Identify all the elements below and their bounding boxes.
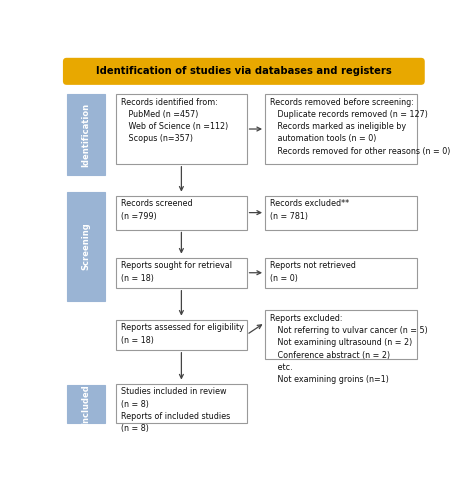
FancyBboxPatch shape — [265, 94, 418, 164]
FancyBboxPatch shape — [63, 58, 425, 85]
FancyBboxPatch shape — [66, 94, 105, 175]
FancyBboxPatch shape — [116, 384, 246, 423]
Text: Reports not retrieved
(n = 0): Reports not retrieved (n = 0) — [270, 262, 356, 283]
FancyBboxPatch shape — [265, 196, 418, 229]
Text: Records removed before screening:
   Duplicate records removed (n = 127)
   Reco: Records removed before screening: Duplic… — [270, 98, 450, 156]
FancyBboxPatch shape — [66, 192, 105, 301]
Text: Reports sought for retrieval
(n = 18): Reports sought for retrieval (n = 18) — [121, 262, 232, 283]
Text: Reports excluded:
   Not referring to vulvar cancer (n = 5)
   Not examining ult: Reports excluded: Not referring to vulva… — [270, 314, 428, 384]
Text: Reports assessed for eligibility
(n = 18): Reports assessed for eligibility (n = 18… — [121, 324, 244, 345]
FancyBboxPatch shape — [265, 310, 418, 359]
Text: Identification of studies via databases and registers: Identification of studies via databases … — [96, 66, 392, 76]
FancyBboxPatch shape — [116, 196, 246, 229]
Text: Screening: Screening — [82, 223, 91, 270]
Text: Identification: Identification — [82, 102, 91, 167]
FancyBboxPatch shape — [116, 258, 246, 288]
FancyBboxPatch shape — [116, 94, 246, 164]
FancyBboxPatch shape — [265, 258, 418, 288]
Text: Studies included in review
(n = 8)
Reports of included studies
(n = 8): Studies included in review (n = 8) Repor… — [121, 387, 230, 433]
Text: Records screened
(n =799): Records screened (n =799) — [121, 200, 192, 221]
Text: Records excluded**
(n = 781): Records excluded** (n = 781) — [270, 200, 349, 221]
Text: Included: Included — [82, 384, 91, 425]
FancyBboxPatch shape — [116, 320, 246, 350]
FancyBboxPatch shape — [66, 386, 105, 423]
Text: Records identified from:
   PubMed (n =457)
   Web of Science (n =112)
   Scopus: Records identified from: PubMed (n =457)… — [121, 98, 228, 143]
